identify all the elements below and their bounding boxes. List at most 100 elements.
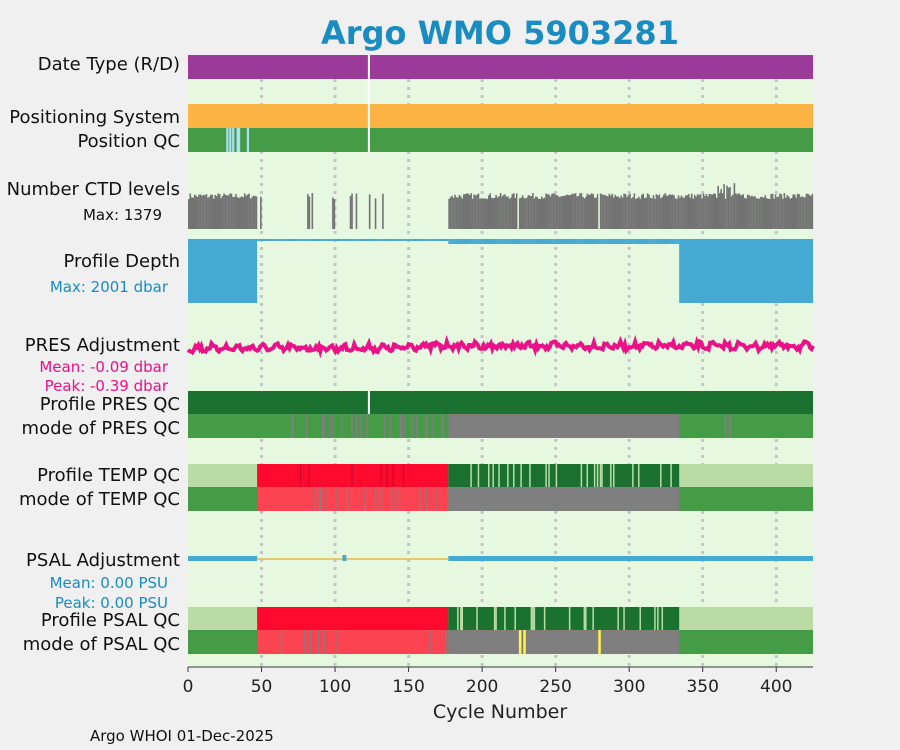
ctd-level-bar xyxy=(232,196,234,229)
ctd-level-bar xyxy=(202,194,205,229)
profile-depth-shallow-bar xyxy=(458,239,461,244)
ctd-level-bar xyxy=(660,198,662,229)
ctd-level-bar xyxy=(760,196,762,229)
profile-depth-block xyxy=(188,239,258,303)
ctd-level-bar xyxy=(721,193,724,229)
ctd-level-bar xyxy=(489,193,492,229)
ctd-level-bar xyxy=(210,194,212,229)
profile-depth-shallow-bar xyxy=(513,239,515,244)
ctd-level-bar xyxy=(664,193,667,229)
mode-temp-qc-gray-mark xyxy=(374,487,377,511)
mode-pres-qc-gray-mark xyxy=(305,414,308,438)
ctd-level-bar xyxy=(538,198,540,229)
profile-depth-shallow-bar xyxy=(439,239,442,241)
mode-pres-qc-gray-mark xyxy=(360,414,362,438)
profile-temp-qc-light-mark xyxy=(599,464,602,487)
ctd-max-stat: Max: 1379 xyxy=(83,206,162,224)
ctd-level-bar xyxy=(596,194,599,229)
mode-temp-qc-gray-mark xyxy=(320,487,322,511)
profile-depth-shallow-bar xyxy=(611,239,614,244)
ctd-level-bar xyxy=(808,194,811,229)
profile-depth-shallow-bar xyxy=(342,239,345,241)
profile-depth-shallow-bar xyxy=(321,239,324,241)
profile-depth-shallow-bar xyxy=(302,239,305,241)
ctd-level-bar xyxy=(713,193,715,229)
ctd-level-bar xyxy=(673,195,675,229)
ctd-level-bar xyxy=(799,197,802,229)
profile-depth-shallow-bar xyxy=(448,239,450,244)
profile-depth-shallow-bar xyxy=(577,239,580,244)
profile-depth-shallow-bar xyxy=(523,239,525,244)
profile-depth-shallow-bar xyxy=(414,239,417,241)
profile-psal-qc-light-mark xyxy=(461,607,464,630)
ctd-level-bar xyxy=(679,197,681,229)
profile-depth-shallow-bar xyxy=(442,239,445,241)
mode-psal-qc-gray-mark xyxy=(336,630,339,654)
footer-credit: Argo WHOI 01-Dec-2025 xyxy=(90,727,274,745)
profile-depth-shallow-bar xyxy=(539,239,542,244)
profile-depth-shallow-bar xyxy=(315,239,318,241)
ctd-level-bar xyxy=(192,197,195,229)
ctd-level-bar xyxy=(595,197,597,229)
profile-temp-qc-light-mark xyxy=(596,464,599,487)
ctd-level-bar xyxy=(739,194,742,229)
ctd-level-bar xyxy=(551,193,553,229)
profile-temp-qc-light-mark xyxy=(488,464,490,487)
ctd-level-bar xyxy=(242,197,245,229)
profile-depth-shallow-bar xyxy=(390,239,393,241)
profile-depth-shallow-bar xyxy=(671,239,674,244)
profile-depth-shallow-bar xyxy=(549,239,552,244)
ctd-level-bar xyxy=(521,195,524,229)
ctd-level-bar xyxy=(695,196,697,229)
profile-depth-shallow-bar xyxy=(660,239,662,244)
mode-pres-qc-gray-mark xyxy=(329,414,331,438)
profile-depth-shallow-bar xyxy=(386,239,389,241)
profile-temp-qc-dark-mark xyxy=(351,464,353,487)
profile-depth-shallow-bar xyxy=(557,239,559,244)
profile-depth-shallow-bar xyxy=(413,239,415,241)
profile-depth-shallow-bar xyxy=(465,239,468,244)
ctd-level-bar xyxy=(735,193,737,229)
profile-depth-shallow-bar xyxy=(502,239,505,244)
profile-depth-shallow-bar xyxy=(655,239,658,244)
ctd-level-bar xyxy=(677,195,680,229)
row-label-mode-pres-qc: mode of PRES QC xyxy=(22,418,180,439)
ctd-level-bar xyxy=(646,193,649,229)
mode-temp-qc-gray-mark xyxy=(380,487,383,511)
ctd-level-bar xyxy=(215,196,218,229)
profile-depth-shallow-bar xyxy=(288,239,290,241)
x-tick-label: 100 xyxy=(319,677,351,697)
row-label-ctd-levels: Number CTD levels xyxy=(7,179,180,200)
ctd-level-bar xyxy=(514,198,517,229)
ctd-level-bar xyxy=(308,196,311,229)
profile-depth-shallow-bar xyxy=(357,239,359,241)
profile-depth-shallow-bar xyxy=(617,239,620,244)
mode-temp-qc-bad xyxy=(257,487,449,511)
ctd-level-bar xyxy=(683,197,686,229)
ctd-level-bar xyxy=(667,195,670,229)
ctd-level-bar xyxy=(468,194,471,229)
profile-depth-shallow-bar xyxy=(564,239,567,244)
ctd-level-bar xyxy=(307,194,309,229)
profile-depth-shallow-bar xyxy=(483,239,486,244)
profile-depth-shallow-bar xyxy=(271,239,274,241)
ctd-level-bar xyxy=(196,197,199,229)
profile-temp-qc-light-mark xyxy=(507,464,509,487)
ctd-level-bar xyxy=(382,193,384,229)
profile-depth-shallow-bar xyxy=(282,239,284,241)
ctd-level-bar xyxy=(710,194,712,229)
profile-depth-shallow-bar xyxy=(640,239,643,244)
profile-depth-shallow-bar xyxy=(410,239,412,241)
ctd-level-bar xyxy=(777,196,780,229)
x-axis: 0 50 100 150 200 250 300 350 400 xyxy=(183,666,813,697)
ctd-level-bar xyxy=(702,193,705,229)
ctd-gap-mark xyxy=(598,195,600,229)
chart-title: Argo WMO 5903281 xyxy=(321,14,679,52)
profile-depth-shallow-bar xyxy=(561,239,564,244)
profile-psal-qc-light-mark xyxy=(657,607,659,630)
ctd-level-bar xyxy=(726,185,728,229)
pres-adj-peak: Peak: -0.39 dbar xyxy=(45,377,169,395)
ctd-level-bar xyxy=(523,197,525,229)
ctd-level-bar xyxy=(602,195,605,229)
ctd-level-bar xyxy=(783,193,786,229)
